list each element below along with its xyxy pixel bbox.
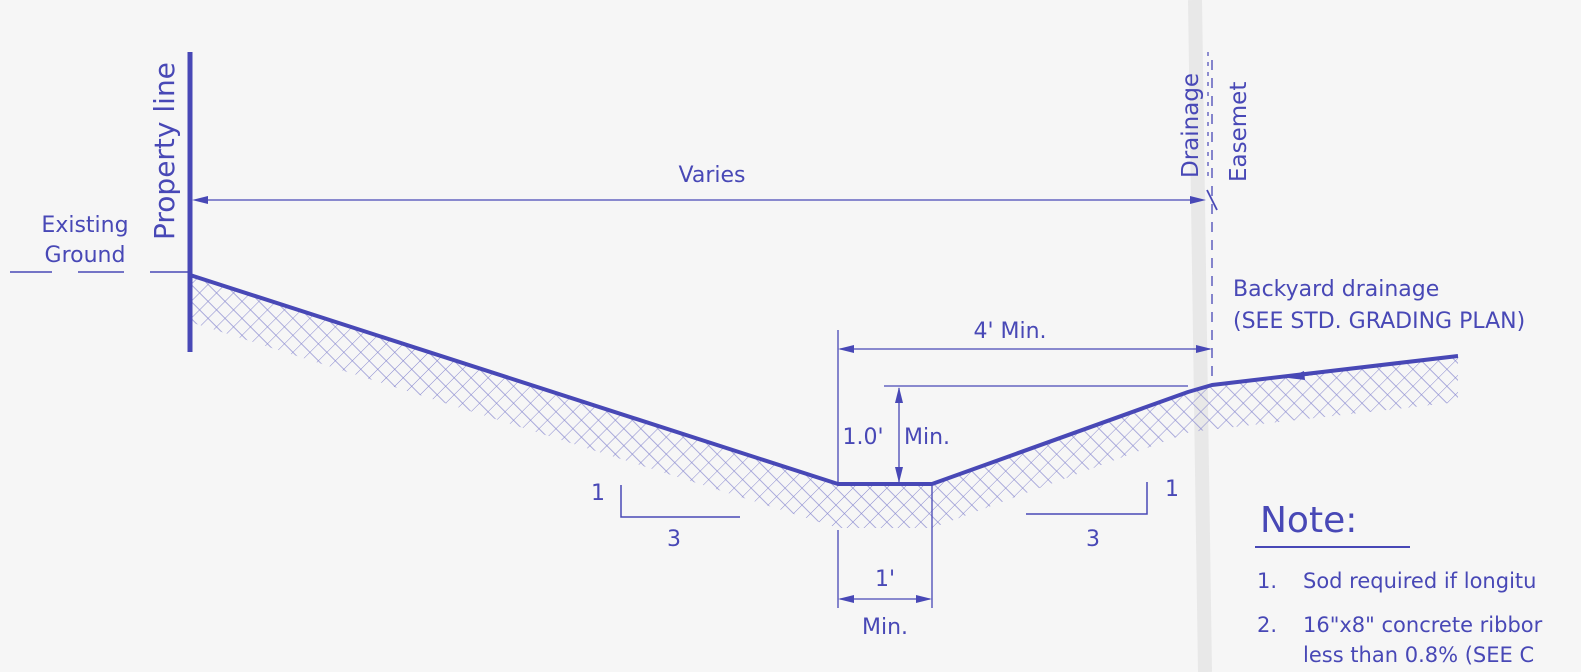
bottom-width-dimension xyxy=(837,486,933,608)
four-ft-min-label: 4' Min. xyxy=(973,319,1046,344)
flow-arrow xyxy=(1288,365,1376,380)
bottom-width-label: 1' xyxy=(875,567,895,592)
varies-label: Varies xyxy=(679,163,746,188)
slope-right-run: 3 xyxy=(1086,527,1100,552)
paper-fold xyxy=(1188,0,1212,672)
four-ft-dimension xyxy=(837,330,1212,482)
bottom-min-label: Min. xyxy=(862,615,908,640)
note-title: Note: xyxy=(1260,500,1357,541)
soil-hatch xyxy=(190,275,1458,528)
depth-value-label: 1.0' xyxy=(842,425,883,450)
note-2-text-2: less than 0.8% (SEE C xyxy=(1303,643,1534,667)
existing-ground-label-2: Ground xyxy=(45,243,126,268)
slope-right-rise: 1 xyxy=(1165,477,1179,502)
slope-left-rise: 1 xyxy=(591,481,605,506)
note-1-number: 1. xyxy=(1257,569,1277,593)
backyard-label-1: Backyard drainage xyxy=(1233,277,1439,302)
note-1-text: Sod required if longitu xyxy=(1303,569,1536,593)
slope-left-run: 3 xyxy=(667,527,681,552)
depth-dimension xyxy=(884,385,1188,483)
existing-ground-label-1: Existing xyxy=(41,213,128,238)
slope-symbol-left xyxy=(620,485,740,518)
varies-dimension xyxy=(192,196,1206,204)
backyard-label-2: (SEE STD. GRADING PLAN) xyxy=(1233,309,1525,334)
note-2-text-1: 16"x8" concrete ribbor xyxy=(1303,613,1543,637)
easement-line xyxy=(1206,60,1218,385)
drainage-label: Drainage xyxy=(1178,73,1204,178)
ground-profile xyxy=(189,273,1459,486)
property-line-label: Property line xyxy=(148,62,181,240)
slope-symbol-right xyxy=(1026,482,1148,515)
note-2-number: 2. xyxy=(1257,613,1277,637)
depth-min-label: Min. xyxy=(904,425,950,450)
easement-label: Easemet xyxy=(1226,82,1252,182)
